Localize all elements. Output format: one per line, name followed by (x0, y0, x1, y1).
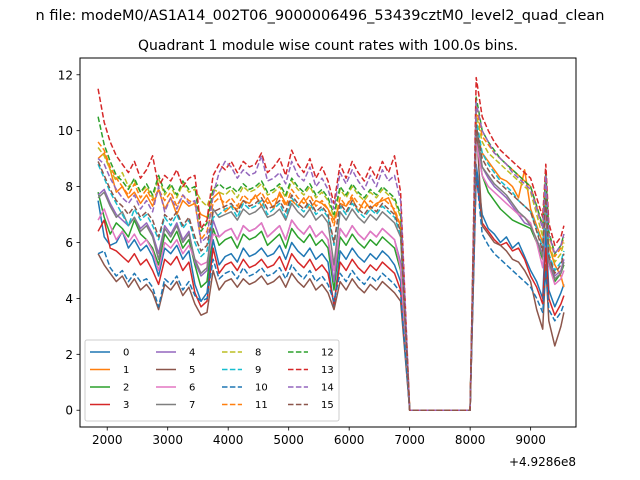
series-line-14 (97, 101, 565, 411)
legend-label-2: 2 (123, 383, 129, 394)
legend-label-8: 8 (255, 348, 261, 359)
y-tick-label: 10 (58, 124, 73, 138)
legend-label-9: 9 (255, 365, 261, 376)
x-tick-label: 5000 (273, 433, 304, 447)
y-tick-label: 6 (65, 236, 73, 250)
figure-suptitle: n file: modeM0/AS1A14_002T06_9000006496_… (36, 8, 605, 24)
legend-label-6: 6 (189, 383, 195, 394)
y-tick-label: 4 (65, 292, 73, 306)
legend-label-7: 7 (189, 400, 195, 411)
series-line-2 (97, 135, 565, 411)
series-line-5 (97, 121, 565, 411)
legend-label-3: 3 (123, 400, 129, 411)
legend-label-13: 13 (321, 365, 334, 376)
x-tick-label: 2000 (92, 433, 123, 447)
legend-label-4: 4 (189, 348, 195, 359)
chart-title: Quadrant 1 module wise count rates with … (138, 38, 518, 54)
x-tick-label: 7000 (394, 433, 425, 447)
y-axis: 0 2 4 6 8 10 12 (58, 68, 80, 418)
series-line-8 (97, 113, 565, 411)
series-line-6 (97, 141, 565, 411)
legend-box (84, 339, 340, 422)
series-line-10 (97, 171, 565, 411)
series-line-3 (97, 174, 565, 411)
x-tick-label: 3000 (152, 433, 183, 447)
legend-label-1: 1 (123, 365, 129, 376)
series-line-7 (97, 124, 565, 411)
x-tick-label: 6000 (334, 433, 365, 447)
x-tick-label: 4000 (213, 433, 244, 447)
legend-label-11: 11 (255, 400, 268, 411)
legend-label-0: 0 (123, 348, 129, 359)
series-line-13 (97, 76, 565, 411)
series-line-9 (97, 118, 565, 411)
legend-label-5: 5 (189, 365, 195, 376)
y-tick-label: 12 (58, 68, 73, 82)
series-layer (97, 76, 565, 411)
x-tick-label: 8000 (455, 433, 486, 447)
legend-label-14: 14 (321, 383, 334, 394)
x-axis: 2000 3000 4000 5000 6000 7000 8000 9000 (92, 427, 546, 447)
y-tick-label: 8 (65, 180, 73, 194)
legend-label-15: 15 (321, 400, 334, 411)
series-line-11 (97, 107, 565, 411)
y-tick-label: 2 (65, 348, 73, 362)
y-tick-label: 0 (65, 404, 73, 418)
legend-label-10: 10 (255, 383, 268, 394)
x-tick-label: 9000 (515, 433, 546, 447)
legend-label-12: 12 (321, 348, 334, 359)
series-line-15 (97, 124, 565, 411)
x-axis-offset-label: +4.9286e8 (509, 455, 576, 469)
series-line-0 (97, 163, 565, 411)
